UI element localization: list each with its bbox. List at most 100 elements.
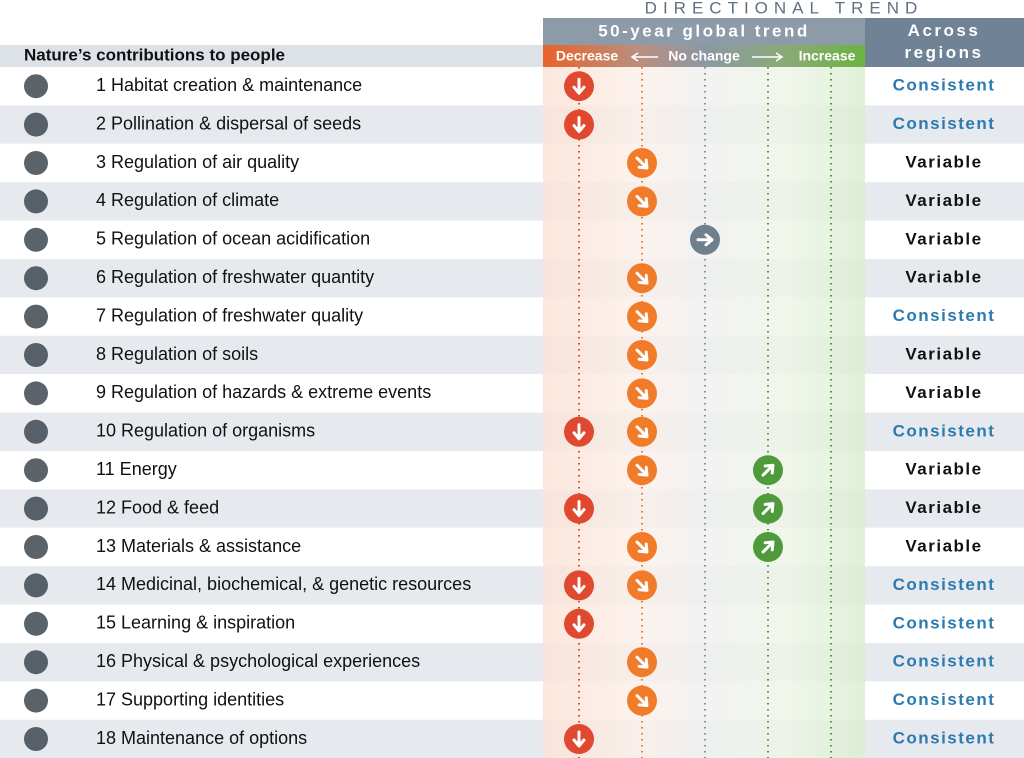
row-icon [24, 343, 48, 367]
row-label: 8 Regulation of soils [96, 344, 258, 364]
row-icon [24, 650, 48, 675]
marker-arrow [572, 615, 586, 633]
row-label: 4 Regulation of climate [96, 190, 279, 210]
row-icon [24, 458, 48, 483]
rows: 1 Habitat creation & maintenance Consiste… [24, 71, 996, 754]
row-label: 15 Learning & inspiration [96, 613, 295, 633]
across-regions: Variable [905, 498, 982, 517]
trend-marker [627, 532, 657, 562]
row-label: 5 Regulation of ocean acidification [96, 229, 370, 249]
across-regions: Consistent [893, 652, 996, 671]
row-icon [24, 74, 48, 99]
trend-marker [753, 455, 783, 486]
across-regions: Consistent [893, 76, 996, 95]
trend-band [543, 67, 865, 758]
guide-lines [578, 67, 832, 758]
trend-marker [627, 186, 657, 217]
row-label: 2 Pollination & dispersal of seeds [96, 113, 361, 133]
trend-marker [564, 416, 594, 447]
row-label: 6 Regulation of freshwater quantity [96, 267, 374, 287]
row-icon [24, 611, 48, 636]
marker-arrow [696, 233, 714, 247]
row-icon [24, 304, 48, 329]
marker-arrow [635, 348, 649, 362]
across-regions: Consistent [893, 728, 996, 747]
trend-marker [564, 71, 594, 102]
row-icon [24, 688, 48, 713]
across-regions: Variable [905, 152, 982, 171]
trend-marker [627, 148, 657, 178]
row-label: 13 Materials & assistance [96, 536, 301, 556]
left-title: Nature’s contributions to people [24, 45, 285, 64]
row-icon [24, 227, 48, 252]
across-regions: Variable [905, 191, 982, 210]
trend-marker [627, 570, 657, 601]
across-regions: Variable [905, 344, 982, 363]
row-icon [24, 573, 48, 598]
row-label: 7 Regulation of freshwater quality [96, 305, 363, 325]
across-regions: Consistent [893, 114, 996, 133]
trend-head [543, 18, 865, 45]
row-icon [24, 496, 48, 521]
row-icon [24, 189, 48, 214]
row-label: 3 Regulation of air quality [96, 152, 299, 172]
marker-arrow [635, 386, 649, 400]
row-icon [24, 535, 48, 559]
marker-arrow [635, 194, 649, 208]
trend-marker [564, 109, 594, 140]
legend-arrows [630, 52, 784, 62]
row-icon [24, 151, 48, 175]
across-regions: Variable [905, 383, 982, 402]
left-head [0, 45, 543, 67]
marker-arrow [572, 500, 586, 518]
trend-marker [627, 455, 657, 486]
across-regions: Consistent [893, 421, 996, 440]
row-icon [24, 419, 48, 444]
across-regions: Variable [905, 460, 982, 479]
marker-arrow [635, 694, 649, 708]
trend-marker [690, 224, 720, 255]
marker-arrow [635, 425, 649, 439]
trend-marker [627, 416, 657, 447]
trend-marker [627, 685, 657, 716]
trend-marker [627, 647, 657, 678]
trend-title: 50-year global trend [598, 21, 810, 40]
marker-arrow [635, 310, 649, 324]
legend-increase: Increase [799, 48, 856, 64]
row-icon [24, 381, 48, 406]
marker-arrow [761, 463, 775, 477]
marker-arrow [635, 578, 649, 592]
row-label: 11 Energy [96, 459, 177, 479]
row-label: 1 Habitat creation & maintenance [96, 75, 362, 95]
across-regions: Consistent [893, 690, 996, 709]
row-icon [24, 112, 48, 137]
marker-arrow [635, 463, 649, 477]
trend-marker [627, 301, 657, 332]
row-icon [24, 266, 48, 291]
regions-head [865, 18, 1024, 67]
across-regions: Variable [905, 536, 982, 555]
legend-decrease: Decrease [556, 48, 618, 64]
legend-no-change: No change [668, 48, 740, 64]
marker-arrow [761, 540, 775, 554]
trend-marker [564, 724, 594, 754]
marker-arrow [572, 423, 586, 441]
marker-arrow [572, 576, 586, 594]
regions-title: Across regions [905, 21, 984, 62]
trend-marker [564, 608, 594, 639]
row-label: 18 Maintenance of options [96, 728, 307, 748]
trend-marker [564, 570, 594, 601]
marker-arrow [572, 116, 586, 134]
row-icon [24, 727, 48, 751]
marker-arrow [635, 540, 649, 554]
trend-marker [753, 532, 783, 562]
marker-arrow [572, 730, 586, 748]
row-label: 17 Supporting identities [96, 689, 284, 709]
row-label: 10 Regulation of organisms [96, 421, 315, 441]
across-regions: Variable [905, 268, 982, 287]
marker-arrow [761, 502, 775, 516]
super-title: DIRECTIONAL TREND [645, 0, 924, 17]
across-regions: Consistent [893, 575, 996, 594]
trend-marker [627, 263, 657, 294]
